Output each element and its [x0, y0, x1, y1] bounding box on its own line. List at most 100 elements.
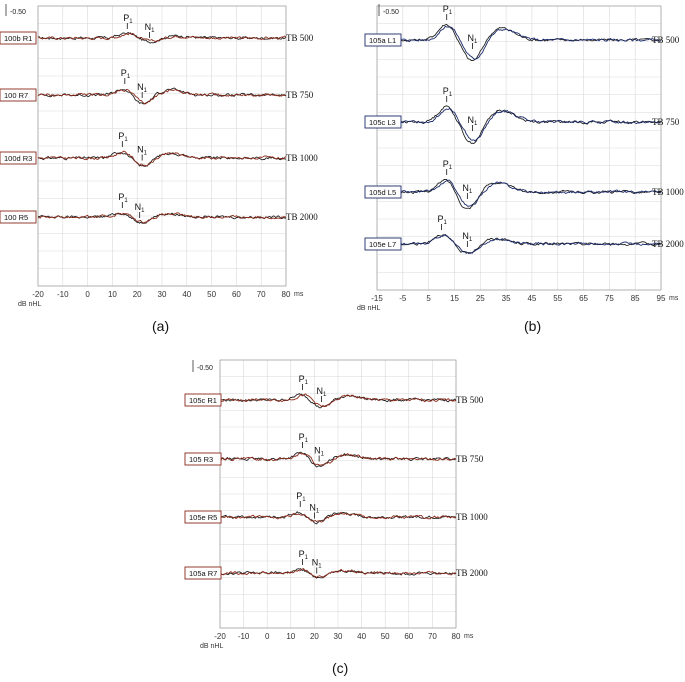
condition-label-box: 105c L3: [364, 115, 402, 129]
p1-peak-label: P1: [121, 68, 131, 80]
n1-peak-label: N1: [468, 33, 479, 45]
condition-box-frame: [364, 33, 402, 47]
x-tick-label: -10: [238, 632, 250, 641]
condition-box-frame: [184, 452, 222, 466]
frequency-label: TB 2000: [456, 568, 488, 578]
x-tick-label: -10: [57, 290, 69, 299]
condition-box-frame: [364, 185, 402, 199]
condition-label-box: 105e L7: [364, 237, 402, 251]
x-tick-label: 30: [334, 632, 343, 641]
condition-label: 105c R1: [189, 396, 217, 405]
grid: [376, 5, 662, 291]
condition-label: 105c L3: [369, 118, 396, 127]
condition-label: 105a R7: [189, 569, 217, 578]
waveform-trace: [376, 179, 662, 210]
n1-peak-label: N1: [316, 386, 327, 398]
condition-label: 100d R3: [4, 154, 32, 163]
chart-svg-2: -0.50 -20 -10 0 10 20 30 40 50 60 70 80 ms dB nHL 105c…: [184, 359, 488, 650]
waveform-trace: [219, 511, 457, 523]
p1-peak-label: P1: [443, 4, 453, 16]
p1-peak-label: P1: [299, 432, 309, 444]
waveform-trace: [376, 179, 662, 207]
x-tick-label: 65: [579, 294, 588, 303]
frequency-label: TB 500: [652, 35, 680, 45]
frequency-label: TB 750: [286, 90, 314, 100]
x-unit-label: ms: [464, 633, 474, 640]
x-tick-label: 15: [450, 294, 459, 303]
x-tick-label: 55: [553, 294, 562, 303]
frequency-label: TB 500: [286, 33, 314, 43]
waveform-trace: [37, 87, 287, 105]
panel-caption-a: (a): [152, 318, 170, 334]
p1-peak-label: P1: [118, 131, 128, 143]
p1-peak-label: P1: [118, 192, 128, 204]
chart-panel-b: -0.50 -15 -5 5 15 25 35 45 55 65 75 85 95 ms dB nHL 105…: [355, 0, 685, 312]
db-label: dB nHL: [200, 643, 223, 650]
condition-label-box: 100 R7: [0, 88, 37, 102]
plot-frame: [219, 359, 457, 629]
condition-label-box: 100d R3: [0, 151, 37, 165]
x-tick-label: 80: [452, 632, 461, 641]
frequency-label: TB 1000: [286, 153, 318, 163]
waveform-trace: [376, 105, 662, 145]
db-label: dB nHL: [18, 301, 41, 308]
panel-caption-c: (c): [332, 660, 349, 676]
x-tick-label: 35: [502, 294, 511, 303]
n1-peak-label: N1: [137, 82, 148, 94]
x-tick-label: 20: [310, 632, 319, 641]
chart-panel-c: -0.50 -20 -10 0 10 20 30 40 50 60 70 80 ms dB nHL 105c…: [175, 352, 495, 652]
x-tick-label: 45: [527, 294, 536, 303]
scale-label: -0.50: [383, 9, 399, 16]
x-tick-label: 40: [357, 632, 366, 641]
waveform-trace: [219, 568, 457, 579]
condition-label: 105d L5: [369, 188, 396, 197]
chart-svg-0: -0.50 -20 -10 0 10 20 30 40 50 60 70 80 ms dB nHL 100b…: [0, 4, 318, 308]
waveform-trace: [376, 25, 662, 60]
scale-label: -0.50: [197, 365, 213, 372]
frequency-label: TB 2000: [286, 212, 318, 222]
x-tick-label: 50: [207, 290, 216, 299]
n1-peak-label: N1: [312, 558, 323, 570]
n1-peak-label: N1: [145, 22, 156, 34]
condition-label: 105a L1: [369, 36, 396, 45]
x-unit-label: ms: [669, 295, 679, 302]
x-tick-label: 60: [232, 290, 241, 299]
x-tick-label: -15: [371, 294, 383, 303]
n1-peak-label: N1: [468, 115, 479, 127]
x-tick-label: -20: [214, 632, 226, 641]
frequency-label: TB 1000: [456, 512, 488, 522]
x-tick-label: -20: [32, 290, 44, 299]
waveform-trace: [37, 32, 287, 43]
condition-box-frame: [0, 151, 37, 165]
panel-caption-b: (b): [524, 318, 542, 334]
condition-label: 100 R5: [4, 213, 28, 222]
p1-peak-label: P1: [123, 13, 133, 25]
p1-peak-label: P1: [443, 86, 453, 98]
condition-box-frame: [184, 566, 222, 580]
n1-peak-label: N1: [137, 145, 148, 157]
x-tick-label: 70: [428, 632, 437, 641]
x-tick-label: 5: [426, 294, 431, 303]
condition-box-frame: [184, 510, 222, 524]
waveform-trace: [376, 108, 662, 142]
plot-frame: [37, 5, 287, 287]
frequency-label: TB 500: [456, 395, 484, 405]
x-tick-label: 0: [265, 632, 270, 641]
frequency-label: TB 2000: [652, 239, 684, 249]
condition-box-frame: [0, 88, 37, 102]
condition-box-frame: [184, 393, 222, 407]
waveform-trace: [37, 150, 287, 167]
db-label: dB nHL: [357, 305, 380, 312]
waveform-trace: [37, 88, 287, 105]
chart-svg-1: -0.50 -15 -5 5 15 25 35 45 55 65 75 85 95 ms dB nHL 105…: [357, 4, 684, 312]
condition-label-box: 105e R5: [184, 510, 222, 524]
x-tick-label: 80: [282, 290, 291, 299]
x-tick-label: 75: [605, 294, 614, 303]
waveform-trace: [219, 511, 457, 525]
waveform-trace: [37, 212, 287, 224]
p1-peak-label: P1: [299, 549, 309, 561]
x-tick-label: 95: [657, 294, 666, 303]
chart-panel-a: -0.50 -20 -10 0 10 20 30 40 50 60 70 80 ms dB nHL 100b…: [0, 0, 318, 312]
x-tick-label: 70: [257, 290, 266, 299]
x-tick-label: 50: [381, 632, 390, 641]
